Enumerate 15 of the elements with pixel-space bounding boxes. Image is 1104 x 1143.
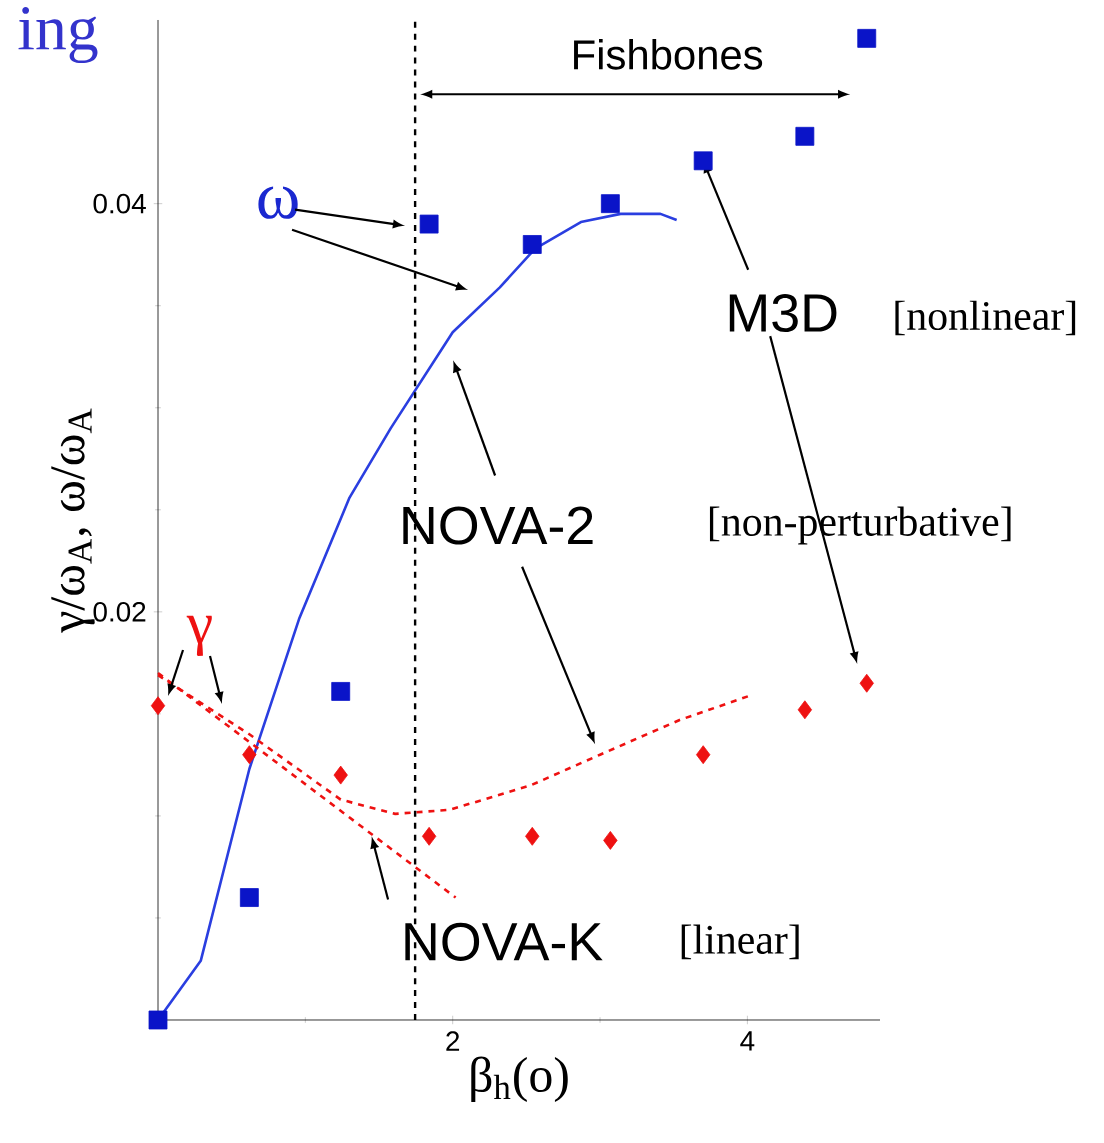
y-tick-label: 0.02 [93,601,146,622]
y-axis-title: γ/ω$_{A}$, ω/ω$_{A}$ [51,408,95,633]
annotation: NOVA-K [405,922,603,961]
x-axis-title: β$_{h}$(o) [471,1056,568,1103]
text: ing [18,7,98,64]
annotation: γ [186,615,212,656]
annotation: Fishbones [574,38,763,70]
text: [nonlinear] [895,300,1076,336]
annotation: [linear] [681,924,799,960]
y-tick-label: 0.04 [93,193,146,214]
annotation: ω [258,186,298,219]
annotation: M3D [729,294,837,333]
x-tick-label: 2 [446,1031,460,1051]
annotation: NOVA-2 [403,506,593,545]
x-tick-label: 4 [740,1031,755,1051]
